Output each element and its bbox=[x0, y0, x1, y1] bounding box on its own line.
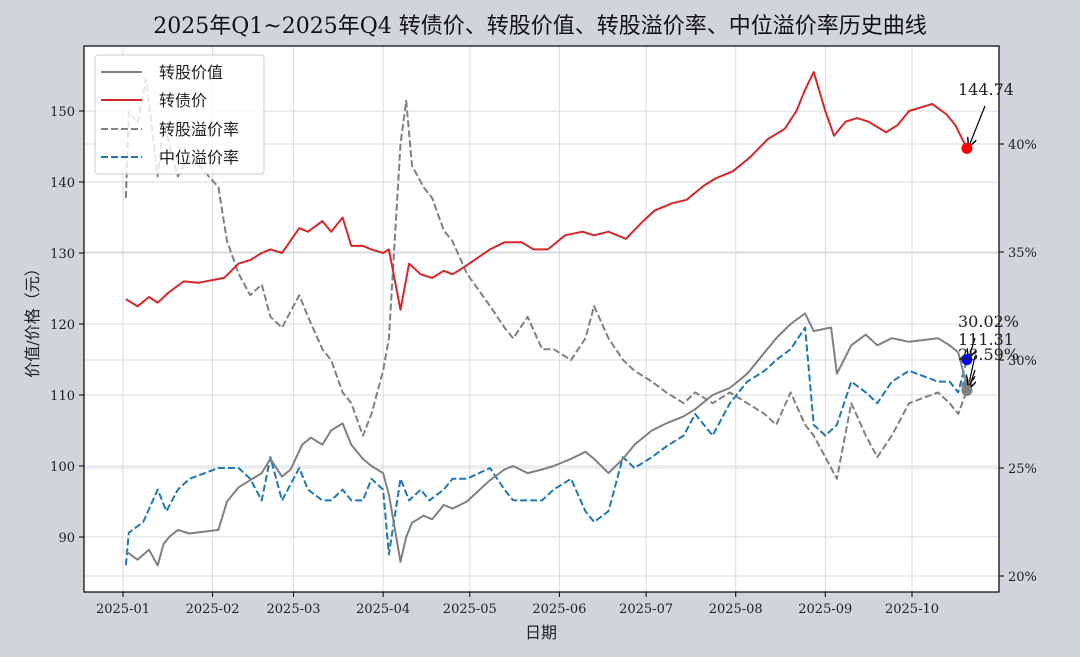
legend-label-bond-price: 转债价 bbox=[159, 91, 207, 110]
annotation-arrow bbox=[969, 105, 986, 146]
x-tick-label: 2025-02 bbox=[186, 602, 240, 617]
y-right-tick-label: 20% bbox=[1008, 570, 1037, 585]
annotation-premium-rate: 28.59% bbox=[958, 345, 1019, 364]
y-tick-label: 100 bbox=[50, 460, 75, 475]
annotation-arrow bbox=[969, 337, 975, 358]
x-tick-label: 2025-01 bbox=[96, 602, 150, 617]
x-axis-ticks: 2025-01 2025-02 2025-03 2025-04 2025-05 2025-… bbox=[96, 592, 939, 617]
x-tick-label: 2025-10 bbox=[885, 602, 939, 617]
end-point-marker bbox=[961, 354, 973, 366]
annotation-arrow bbox=[969, 369, 975, 388]
grid-lines bbox=[84, 46, 999, 592]
end-point-marker bbox=[961, 384, 973, 396]
legend-box bbox=[94, 54, 265, 175]
legend-label-median-premium-rate: 中位溢价率 bbox=[159, 148, 239, 167]
end-point-marker bbox=[961, 142, 973, 154]
y-right-tick-label: 40% bbox=[1008, 138, 1037, 153]
y-right-tick-label: 30% bbox=[1008, 354, 1037, 369]
series-line bbox=[125, 71, 968, 311]
y-tick-label: 140 bbox=[50, 176, 75, 191]
x-tick-label: 2025-06 bbox=[532, 602, 586, 617]
annotation-conversion-value: 111.31 bbox=[958, 330, 1014, 349]
annotations: 144.74 30.02% 111.31 28.59% bbox=[958, 80, 1019, 364]
legend-label-premium-rate: 转股溢价率 bbox=[159, 120, 239, 139]
annotation-bond-price: 144.74 bbox=[958, 80, 1014, 99]
y-tick-label: 120 bbox=[50, 318, 75, 333]
x-axis-label: 日期 bbox=[525, 623, 557, 642]
series-line bbox=[125, 312, 968, 567]
legend: 转股价值 转债价 转股溢价率 中位溢价率 bbox=[94, 54, 265, 175]
legend-label-conversion-value: 转股价值 bbox=[159, 63, 223, 82]
chart-title: 2025年Q1~2025年Q4 转债价、转股价值、转股溢价率、中位溢价率历史曲线 bbox=[153, 14, 926, 39]
annotation-markers bbox=[961, 105, 986, 396]
x-tick-label: 2025-03 bbox=[267, 602, 321, 617]
y-right-tick-label: 35% bbox=[1008, 246, 1037, 261]
x-tick-label: 2025-08 bbox=[709, 602, 763, 617]
y-tick-label: 150 bbox=[50, 105, 75, 120]
series-layer bbox=[124, 71, 968, 567]
y-right-tick-label: 25% bbox=[1008, 462, 1037, 477]
series-line bbox=[124, 326, 968, 566]
x-tick-label: 2025-04 bbox=[356, 602, 410, 617]
x-tick-label: 2025-09 bbox=[798, 602, 852, 617]
x-tick-label: 2025-07 bbox=[619, 602, 673, 617]
y-tick-label: 110 bbox=[50, 389, 75, 404]
right-y-axis-ticks: 20% 25% 30% 35% 40% bbox=[999, 138, 1037, 585]
x-tick-label: 2025-05 bbox=[443, 602, 497, 617]
plot-frame bbox=[83, 45, 1000, 593]
y-axis-label: 价值/价格（元） bbox=[23, 260, 42, 377]
left-y-axis-ticks: 90 100 110 120 130 140 150 bbox=[50, 105, 84, 546]
annotation-median-premium: 30.02% bbox=[958, 312, 1019, 331]
y-tick-label: 90 bbox=[58, 531, 75, 546]
y-tick-label: 130 bbox=[50, 247, 75, 262]
series-line bbox=[124, 78, 968, 480]
